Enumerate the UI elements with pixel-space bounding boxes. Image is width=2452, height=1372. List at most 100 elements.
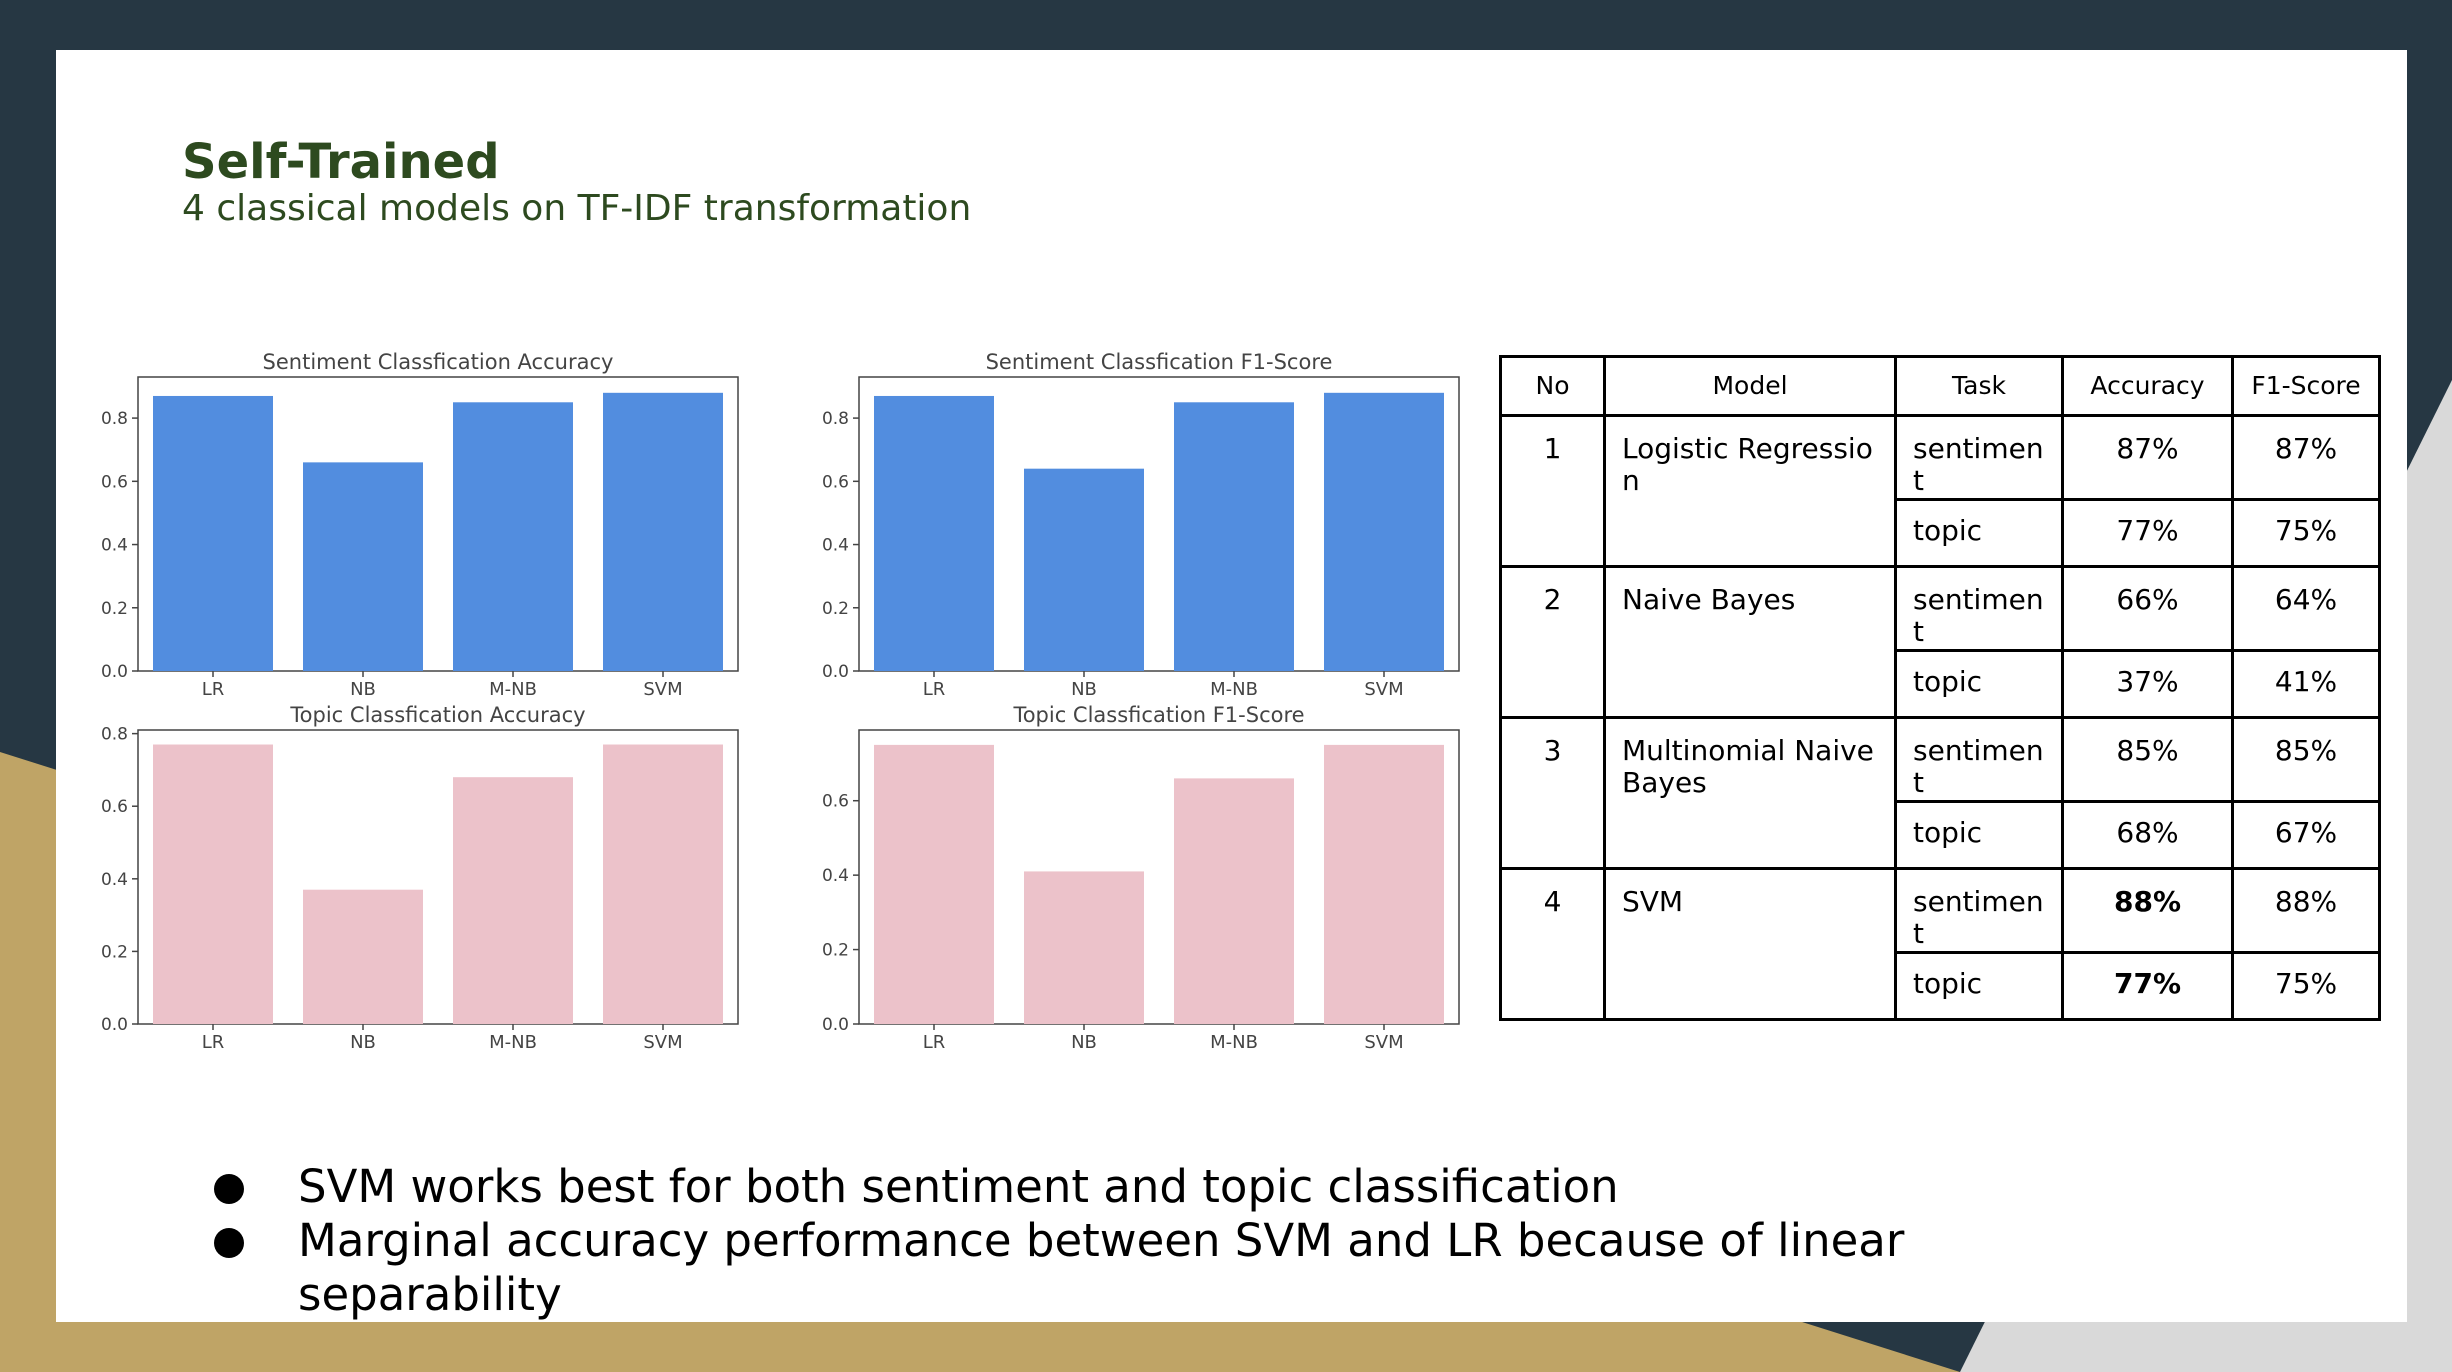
task-cell: topic — [1894, 649, 2064, 719]
bar-nb — [303, 889, 423, 1024]
model-name: SVM — [1603, 867, 1897, 1021]
bar-lr — [874, 744, 994, 1024]
bar-svm — [603, 392, 723, 671]
y-tick-label: 0.4 — [101, 870, 128, 890]
bar-nb — [1024, 871, 1144, 1024]
x-tick-label: M-NB — [1210, 1032, 1258, 1053]
accuracy-cell: 87% — [2061, 414, 2234, 501]
table-row: 3 Multinomial Naive Bayes sentiment 85% … — [1499, 716, 2381, 870]
x-tick-label: M-NB — [1210, 679, 1258, 700]
y-tick-label: 0.0 — [101, 662, 128, 682]
accuracy-cell: 85% — [2061, 716, 2234, 803]
bar-svm — [603, 744, 723, 1024]
table-header-row: No Model Task Accuracy F1-Score — [1499, 355, 2381, 417]
y-tick-label: 0.6 — [101, 797, 128, 817]
accuracy-cell: 68% — [2061, 800, 2234, 870]
f1-cell: 75% — [2231, 951, 2381, 1021]
f1-cell: 67% — [2231, 800, 2381, 870]
x-tick-label: SVM — [1364, 1032, 1403, 1053]
slide-title: Self-Trained — [182, 134, 500, 190]
y-tick-label: 0.6 — [822, 472, 849, 492]
sentiment-accuracy-chart: Sentiment Classfication Accuracy LR NB M-NB… — [101, 350, 739, 700]
chart-title: Sentiment Classfication Accuracy — [263, 350, 614, 374]
bar-nb — [1024, 468, 1144, 671]
slide-subtitle: 4 classical models on TF-IDF transformat… — [182, 188, 972, 229]
bullet-text: Marginal accuracy performance between SV… — [298, 1214, 1905, 1321]
bar-svm — [1324, 392, 1444, 671]
accuracy-cell: 77% — [2061, 498, 2234, 568]
f1-cell: 88% — [2231, 867, 2381, 954]
table-row: 2 Naive Bayes sentiment 66% 64% — [1499, 565, 2381, 719]
y-tick-label: 0.0 — [101, 1015, 128, 1035]
header-no: No — [1499, 355, 1606, 417]
bar-m-nb — [1174, 402, 1294, 671]
x-tick-label: LR — [923, 1032, 946, 1053]
row-number: 4 — [1499, 867, 1606, 1021]
table-row: topic 77% 75% — [1501, 951, 2381, 1021]
f1-cell: 64% — [2231, 565, 2381, 652]
x-tick-label: LR — [923, 679, 946, 700]
bar-m-nb — [1174, 778, 1294, 1024]
accuracy-cell: 37% — [2061, 649, 2234, 719]
bullet-item: SVM works best for both sentiment and to… — [210, 1160, 2010, 1214]
y-tick-label: 0.0 — [822, 1015, 849, 1035]
y-tick-label: 0.4 — [822, 866, 849, 886]
model-name: Logistic Regression — [1603, 414, 1897, 568]
row-number: 2 — [1499, 565, 1606, 719]
topic-f1-chart: Topic Classfication F1-Score LR NB M-NB SVM 0… — [822, 703, 1460, 1053]
bullet-dot-icon — [214, 1228, 244, 1258]
task-cell: topic — [1894, 800, 2064, 870]
bar-nb — [303, 462, 423, 671]
task-cell: topic — [1894, 498, 2064, 568]
x-tick-label: M-NB — [489, 1032, 537, 1053]
bar-lr — [153, 395, 273, 671]
y-tick-label: 0.4 — [822, 536, 849, 556]
x-tick-label: SVM — [1364, 679, 1403, 700]
task-cell: sentiment — [1894, 867, 2064, 954]
bar-svm — [1324, 744, 1444, 1024]
y-tick-label: 0.6 — [101, 472, 128, 492]
header-f1-score: F1-Score — [2231, 355, 2381, 417]
table-row: 4 SVM sentiment 88% 88% — [1499, 867, 2381, 1021]
y-tick-label: 0.4 — [101, 536, 128, 556]
table-row: 1 Logistic Regression sentiment 87% 87% — [1499, 414, 2381, 568]
sentiment-f1-chart: Sentiment Classfication F1-Score LR NB M-NB… — [822, 350, 1460, 700]
header-task: Task — [1894, 355, 2064, 417]
accuracy-cell: 77% — [2061, 951, 2234, 1021]
topic-accuracy-chart: Topic Classfication Accuracy LR NB M-NB SVM 0… — [101, 703, 739, 1053]
bullet-list: SVM works best for both sentiment and to… — [210, 1160, 2010, 1322]
accuracy-cell: 66% — [2061, 565, 2234, 652]
x-tick-label: SVM — [643, 1032, 682, 1053]
table-row: topic 37% 41% — [1501, 649, 2381, 719]
y-tick-label: 0.6 — [822, 792, 849, 812]
x-tick-label: NB — [1071, 1032, 1097, 1053]
x-tick-label: LR — [202, 1032, 225, 1053]
bar-m-nb — [453, 402, 573, 671]
x-tick-label: SVM — [643, 679, 682, 700]
f1-cell: 87% — [2231, 414, 2381, 501]
y-tick-label: 0.2 — [822, 941, 849, 961]
f1-cell: 85% — [2231, 716, 2381, 803]
bullet-text: SVM works best for both sentiment and to… — [298, 1160, 1619, 1213]
bullet-dot-icon — [214, 1174, 244, 1204]
task-cell: sentiment — [1894, 565, 2064, 652]
row-number: 1 — [1499, 414, 1606, 568]
header-accuracy: Accuracy — [2061, 355, 2234, 417]
x-tick-label: M-NB — [489, 679, 537, 700]
chart-title: Topic Classfication Accuracy — [289, 703, 585, 727]
y-tick-label: 0.2 — [822, 599, 849, 619]
bar-lr — [153, 744, 273, 1024]
model-name: Multinomial Naive Bayes — [1603, 716, 1897, 870]
x-tick-label: LR — [202, 679, 225, 700]
y-tick-label: 0.0 — [822, 662, 849, 682]
row-number: 3 — [1499, 716, 1606, 870]
chart-title: Sentiment Classfication F1-Score — [986, 350, 1333, 374]
x-tick-label: NB — [350, 1032, 376, 1053]
y-tick-label: 0.8 — [101, 725, 128, 745]
f1-cell: 75% — [2231, 498, 2381, 568]
results-table: No Model Task Accuracy F1-Score 1 Logist… — [1499, 355, 2381, 1021]
bar-lr — [874, 395, 994, 671]
task-cell: sentiment — [1894, 716, 2064, 803]
bullet-item: Marginal accuracy performance between SV… — [210, 1214, 2010, 1322]
table-row: topic 68% 67% — [1501, 800, 2381, 870]
